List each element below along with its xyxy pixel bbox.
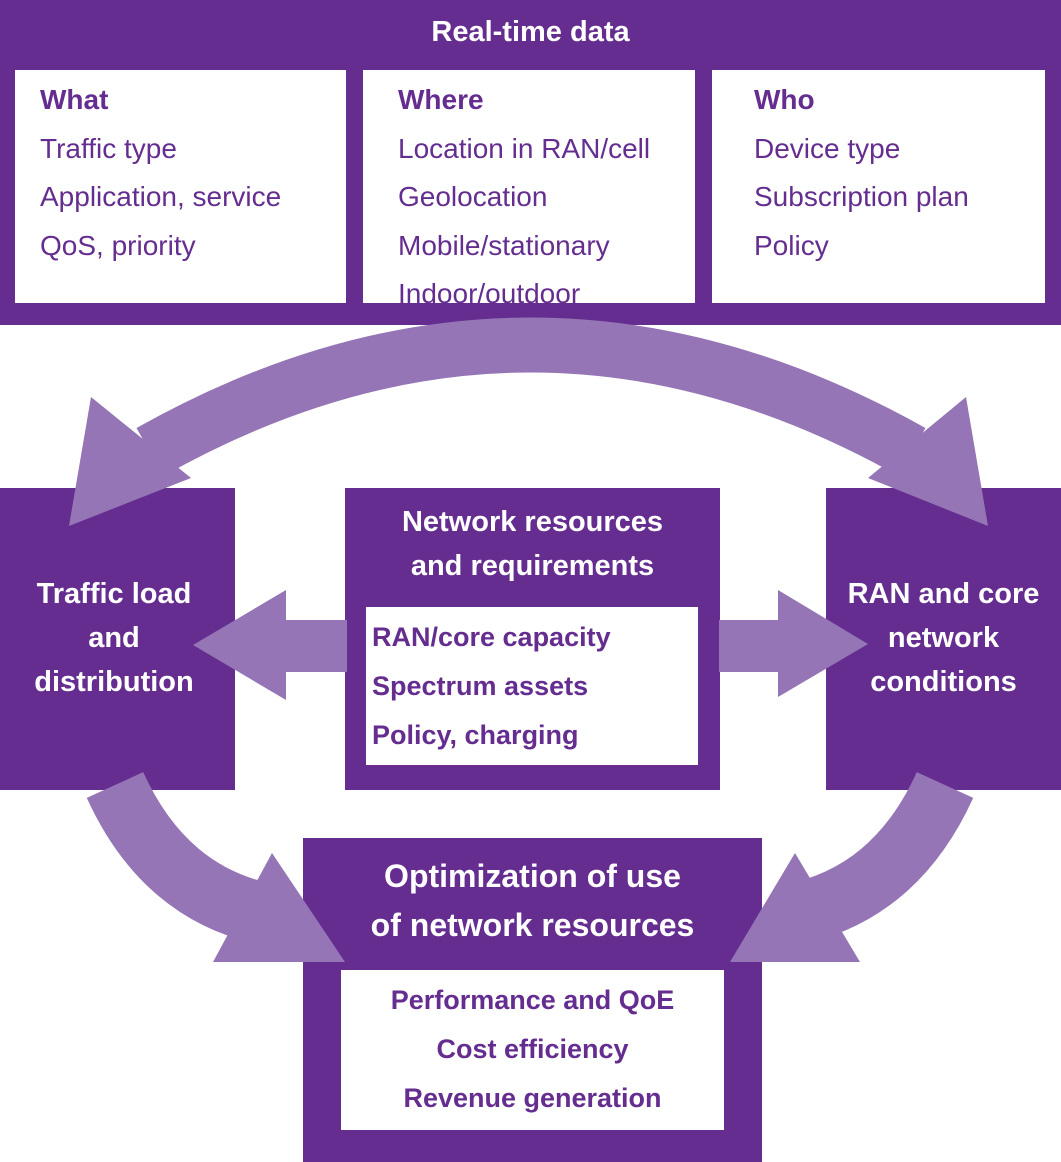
list-item: Subscription plan (754, 181, 969, 212)
ran-core-line: conditions (870, 666, 1017, 698)
right-horizontal-arrow-shaft (719, 620, 781, 672)
what-box: What Traffic type Application, service Q… (15, 70, 346, 303)
list-item: Policy (754, 229, 829, 261)
list-item: Location in RAN/cell (398, 132, 651, 164)
network-resources-box: Network resources and requirements RAN/c… (345, 488, 720, 790)
what-heading: What (40, 84, 109, 115)
where-box: Where Location in RAN/cell Geolocation M… (363, 70, 695, 309)
network-resources-line: Network resources (401, 506, 664, 538)
list-item: Cost efficiency (436, 1034, 629, 1064)
ran-core-line: RAN and core (847, 578, 1040, 610)
list-item: QoS, priority (40, 229, 196, 261)
top-arc-arrow-shaft (136, 317, 926, 476)
real-time-data-title: Real-time data (431, 16, 630, 48)
list-item: Mobile/stationary (398, 229, 610, 261)
network-resources-list: RAN/core capacity Spectrum assets Policy… (366, 607, 698, 765)
optimization-line: Optimization of use (384, 858, 681, 894)
optimization-box: Optimization of use of network resources… (303, 838, 762, 1162)
where-heading: Where (398, 84, 484, 115)
ran-core-line: network (887, 622, 1000, 654)
network-resources-line: and requirements (410, 550, 655, 582)
list-item: Traffic type (40, 132, 177, 164)
list-item: Spectrum assets (372, 671, 589, 701)
list-item: Application, service (40, 181, 282, 212)
traffic-load-line: Traffic load (36, 578, 192, 610)
optimization-list: Performance and QoE Cost efficiency Reve… (341, 970, 724, 1130)
optimization-line: of network resources (370, 907, 695, 943)
left-horizontal-arrow-shaft (283, 620, 347, 672)
list-item: Indoor/outdoor (398, 278, 581, 309)
list-item: Policy, charging (372, 720, 579, 750)
who-box: Who Device type Subscription plan Policy (712, 70, 1045, 303)
list-item: Geolocation (398, 181, 548, 212)
bottom-right-arc-shaft (783, 771, 974, 946)
traffic-load-line: distribution (34, 666, 194, 698)
ran-core-conditions-box: RAN and core network conditions (826, 488, 1061, 790)
real-time-data-box: Real-time data What Traffic type Applica… (0, 0, 1061, 325)
who-heading: Who (754, 84, 815, 115)
bottom-left-arc-shaft (86, 771, 277, 946)
traffic-load-box: Traffic load and distribution (0, 488, 235, 790)
list-item: Revenue generation (403, 1083, 662, 1113)
list-item: Device type (754, 132, 901, 164)
list-item: RAN/core capacity (372, 622, 611, 652)
list-item: Performance and QoE (390, 985, 675, 1015)
traffic-load-line: and (88, 622, 140, 654)
